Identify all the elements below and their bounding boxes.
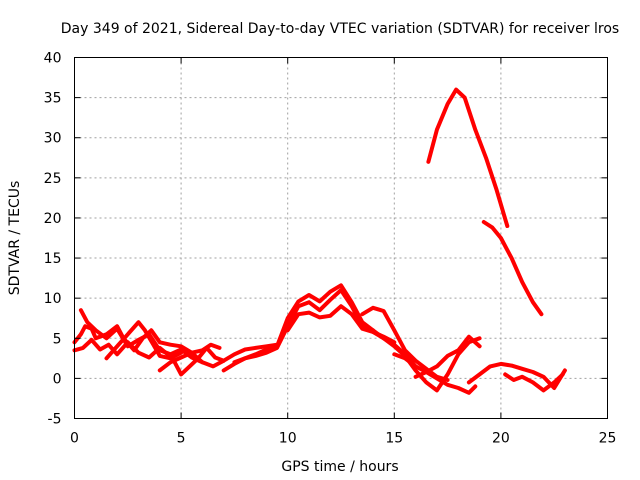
y-tick-label: 0 — [53, 371, 62, 387]
x-tick-label: 0 — [70, 431, 79, 447]
y-tick-label: 35 — [44, 91, 62, 107]
series-arc-2 — [72, 337, 226, 377]
y-tick-label: 40 — [44, 51, 62, 67]
y-tick-label: 15 — [44, 251, 62, 267]
y-tick-label: 5 — [53, 331, 62, 347]
plot-frame — [74, 57, 608, 419]
y-tick-label: 30 — [44, 131, 62, 147]
y-tick-label: 20 — [44, 211, 62, 227]
series-arc-16 — [503, 372, 565, 393]
x-axis-label: GPS time / hours — [281, 459, 398, 475]
x-tick-label: 25 — [599, 431, 617, 447]
series-arc-15 — [466, 361, 567, 390]
series-arc-14 — [481, 220, 544, 317]
series-arc-12 — [413, 370, 478, 395]
chart-title: Day 349 of 2021, Sidereal Day-to-day VTE… — [61, 21, 619, 37]
x-tick-label: 10 — [279, 431, 297, 447]
x-tick-label: 5 — [177, 431, 186, 447]
grid-lines — [74, 57, 608, 419]
axis-ticks: 0 5 10 15 20 25 -5 0 5 10 15 20 25 30 35 40 — [44, 51, 617, 447]
y-tick-label: 25 — [44, 171, 62, 187]
series-arc-5 — [157, 342, 279, 373]
series-arc-4 — [104, 320, 184, 361]
series-arc-13 — [426, 87, 510, 228]
y-tick-label: -5 — [48, 412, 62, 428]
series-arc-10 — [371, 328, 482, 393]
x-tick-label: 20 — [492, 431, 510, 447]
series-arc-11 — [392, 334, 482, 374]
y-tick-label: 10 — [44, 291, 62, 307]
y-axis-label: SDTVAR / TECUs — [7, 181, 23, 296]
data-traces — [72, 87, 567, 395]
x-tick-label: 15 — [385, 431, 403, 447]
series-arc-3 — [78, 308, 205, 365]
